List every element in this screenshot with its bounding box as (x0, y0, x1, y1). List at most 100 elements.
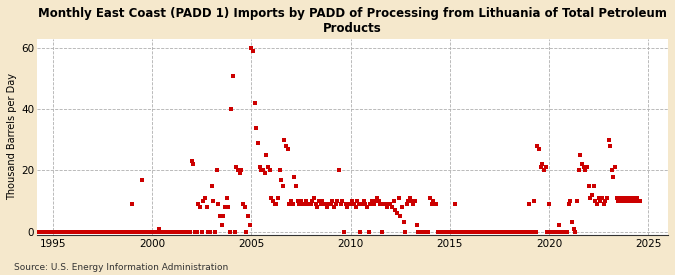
Point (333, 168, 344, 173)
Point (466, 229, 477, 234)
Point (340, 202, 351, 206)
Point (236, 168, 247, 173)
Point (148, 229, 159, 234)
Point (223, 205, 234, 209)
Point (226, 107, 237, 111)
Point (527, 229, 538, 234)
Point (130, 229, 141, 234)
Point (128, 229, 139, 234)
Point (439, 229, 450, 234)
Point (292, 199, 303, 203)
Point (210, 229, 221, 234)
Point (345, 202, 356, 206)
Point (483, 229, 493, 234)
Point (180, 229, 190, 234)
Point (545, 229, 556, 234)
Point (600, 199, 611, 203)
Point (484, 229, 495, 234)
Point (446, 229, 457, 234)
Point (425, 196, 435, 200)
Point (188, 162, 198, 166)
Point (418, 229, 429, 234)
Point (595, 199, 605, 203)
Point (582, 165, 593, 170)
Point (248, 49, 259, 53)
Point (525, 229, 536, 234)
Point (56, 229, 67, 234)
Point (560, 229, 571, 234)
Point (377, 229, 387, 234)
Point (620, 199, 630, 203)
Point (388, 199, 399, 203)
Point (312, 205, 323, 209)
Point (82, 229, 93, 234)
Point (257, 168, 268, 173)
Point (487, 229, 498, 234)
Point (246, 46, 256, 50)
Point (126, 229, 136, 234)
Point (138, 229, 149, 234)
Point (183, 229, 194, 234)
Point (421, 229, 432, 234)
Point (146, 229, 157, 234)
Point (176, 229, 187, 234)
Point (367, 199, 377, 203)
Point (386, 205, 397, 209)
Point (558, 229, 569, 234)
Point (244, 223, 255, 228)
Point (160, 229, 171, 234)
Point (38, 229, 49, 234)
Point (537, 162, 548, 166)
Point (531, 229, 541, 234)
Point (462, 229, 473, 234)
Point (300, 199, 311, 203)
Point (550, 229, 561, 234)
Point (325, 202, 336, 206)
Point (608, 174, 619, 179)
Point (299, 202, 310, 206)
Point (461, 229, 472, 234)
Point (46, 229, 57, 234)
Point (499, 229, 510, 234)
Point (167, 229, 178, 234)
Point (631, 196, 642, 200)
Point (319, 202, 329, 206)
Point (314, 199, 325, 203)
Point (178, 229, 189, 234)
Point (157, 229, 167, 234)
Point (57, 229, 68, 234)
Point (309, 196, 320, 200)
Point (481, 229, 491, 234)
Point (383, 202, 394, 206)
Point (267, 199, 278, 203)
Point (92, 229, 103, 234)
Point (514, 229, 524, 234)
Point (423, 229, 434, 234)
Point (398, 220, 409, 225)
Point (196, 229, 207, 234)
Point (39, 229, 50, 234)
Point (113, 229, 124, 234)
Point (310, 202, 321, 206)
Point (294, 202, 304, 206)
Point (410, 199, 421, 203)
Point (416, 229, 427, 234)
Point (630, 199, 641, 203)
Point (233, 168, 244, 173)
Point (444, 229, 455, 234)
Point (145, 229, 156, 234)
Point (355, 229, 366, 234)
Point (464, 229, 475, 234)
Point (623, 199, 634, 203)
Point (89, 229, 100, 234)
Point (230, 229, 240, 234)
Point (365, 202, 376, 206)
Point (612, 196, 622, 200)
Point (512, 229, 523, 234)
Point (524, 202, 535, 206)
Point (259, 171, 270, 176)
Point (241, 229, 252, 234)
Point (194, 205, 205, 209)
Point (153, 226, 164, 231)
Point (275, 177, 286, 182)
